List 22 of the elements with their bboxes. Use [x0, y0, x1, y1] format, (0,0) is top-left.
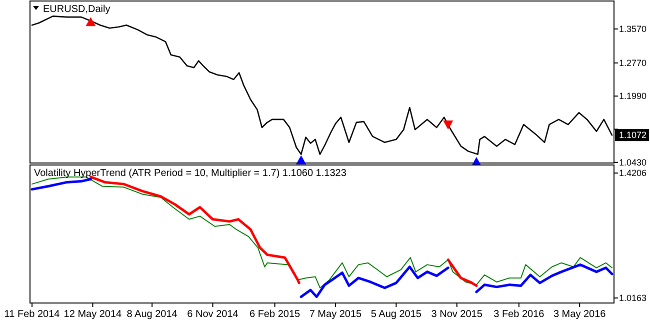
- y-tick-label: 1.4206: [619, 168, 647, 178]
- point: [86, 17, 96, 26]
- chart-title: Volatility HyperTrend (ATR Period = 10, Multiplier = 1.7) 1.1060 1.1323: [34, 168, 347, 179]
- y-tick-label: 1.0163: [619, 293, 647, 304]
- x-tick-label: 3 May 2016: [553, 309, 606, 320]
- y-tick-label: 1.3570: [619, 24, 647, 34]
- y-tick-label: 1.1990: [619, 91, 647, 102]
- point: [443, 120, 454, 130]
- x-tick-label: 6 Nov 2014: [187, 309, 239, 320]
- x-tick-label: 6 Feb 2015: [249, 309, 301, 320]
- chart-title: EURUSD,Daily: [43, 4, 110, 15]
- x-tick-label: 11 Feb 2014: [4, 309, 60, 320]
- x-tick-label: 3 Feb 2016: [494, 309, 545, 320]
- y-tick-label: 1.2770: [619, 58, 647, 68]
- point: [296, 155, 306, 164]
- x-tick-label: 8 Aug 2014: [126, 309, 178, 320]
- annotation: 1.1072: [619, 130, 647, 140]
- x-tick-label: 12 May 2014: [64, 309, 122, 320]
- x-tick-label: 7 May 2015: [309, 309, 362, 320]
- x-tick-label: 3 Nov 2015: [431, 309, 483, 320]
- y-tick-label: 1.0430: [619, 158, 647, 168]
- x-tick-label: 5 Aug 2015: [370, 309, 422, 320]
